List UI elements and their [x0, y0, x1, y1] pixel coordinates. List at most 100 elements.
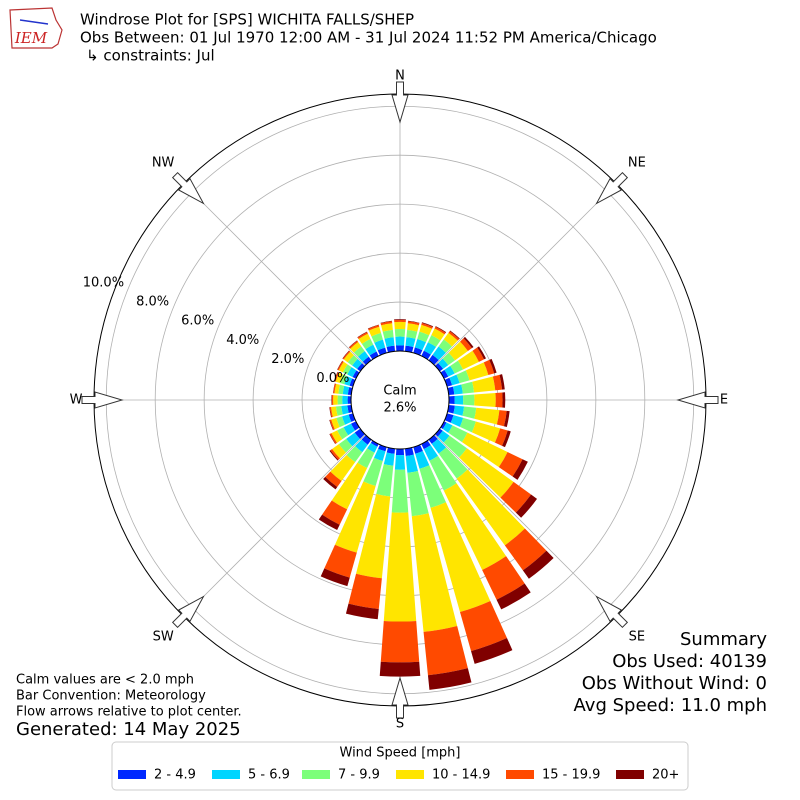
r-tick-label: 10.0% — [83, 275, 124, 290]
bar-segment — [447, 386, 455, 396]
bar-segment — [320, 568, 350, 587]
bar-segment — [406, 329, 418, 339]
bar-segment — [334, 371, 338, 382]
direction-label: SE — [629, 629, 645, 644]
bar-segment — [407, 321, 420, 326]
bar-segment — [448, 425, 468, 443]
bar-segment — [448, 331, 460, 341]
bar-segment — [471, 638, 513, 664]
bar-segment — [373, 448, 386, 462]
bar-segment — [454, 395, 464, 405]
bar-segment — [427, 668, 472, 690]
bar-segment — [456, 469, 525, 546]
bar-segment — [329, 450, 339, 461]
bar-segment — [522, 550, 554, 579]
bar-segment — [350, 341, 362, 353]
logo-text: IEM — [14, 29, 48, 47]
bar-segment — [337, 360, 343, 370]
flow-arrow — [171, 171, 205, 205]
bar-segment — [334, 481, 376, 553]
spoke — [434, 434, 617, 617]
bar-segment — [440, 369, 449, 379]
bar-segment — [330, 454, 356, 482]
bar-segment — [369, 351, 379, 360]
bar-segment — [365, 344, 377, 356]
bar-segment — [489, 358, 497, 374]
bar-segment — [345, 603, 379, 620]
bar-segment — [450, 415, 464, 427]
bar-segment — [421, 440, 431, 450]
bar-segment — [394, 454, 406, 470]
direction-label: W — [70, 393, 83, 408]
bar-segment — [333, 383, 337, 394]
bar-segment — [382, 329, 394, 339]
bar-segment — [363, 457, 383, 487]
bar-segment — [495, 392, 503, 408]
bar-segment — [411, 513, 458, 632]
spoke — [183, 183, 366, 366]
bar-segment — [386, 345, 396, 353]
bar-segment — [331, 418, 340, 430]
r-tick-label: 8.0% — [136, 295, 169, 310]
bar-segment — [349, 378, 356, 387]
note: Flow arrows relative to plot center. — [16, 705, 242, 720]
bar-segment — [343, 423, 356, 436]
bar-segment — [461, 432, 508, 468]
bar-segment — [331, 406, 338, 418]
bar-segment — [435, 362, 444, 372]
bar-segment — [330, 448, 340, 460]
bar-segment — [443, 483, 507, 570]
bar-segment — [419, 465, 446, 508]
bar-segment — [332, 383, 335, 394]
bar-segment — [371, 332, 383, 343]
bar-segment — [427, 335, 441, 347]
bar-segment — [460, 338, 472, 352]
summary: Obs Without Wind: 0 — [582, 673, 767, 694]
bar-segment — [405, 337, 416, 348]
bar-segment — [459, 448, 514, 498]
bar-segment — [335, 405, 343, 416]
bar-segment — [395, 345, 405, 352]
bar-segment — [318, 514, 340, 531]
bar-segment — [421, 322, 434, 327]
bar-segment — [456, 370, 470, 384]
bar-segment — [421, 350, 431, 360]
legend-swatch — [302, 770, 330, 779]
legend-swatch — [616, 770, 644, 779]
bar-segment — [331, 430, 343, 443]
bar-segment — [346, 432, 360, 447]
flow-arrow — [595, 171, 629, 205]
bar-segment — [472, 376, 496, 393]
legend-swatch — [212, 770, 240, 779]
bar-segment — [477, 346, 486, 360]
bar-segment — [337, 427, 349, 440]
bar-segment — [342, 350, 350, 359]
bar-segment — [378, 444, 387, 452]
bar-segment — [483, 359, 495, 375]
bar-segment — [405, 454, 418, 473]
bar-segment — [417, 331, 430, 343]
bar-segment — [348, 340, 358, 348]
bar-segment — [368, 325, 380, 331]
bar-segment — [404, 447, 414, 457]
direction-label: SW — [153, 629, 174, 644]
bar-segment — [352, 358, 363, 370]
bar-segment — [331, 395, 334, 405]
bar-segment — [434, 326, 446, 335]
bar-segment — [332, 444, 346, 459]
bar-segment — [465, 362, 489, 381]
bar-segment — [500, 481, 532, 513]
bar-segment — [443, 332, 458, 347]
bar-segment — [452, 384, 463, 395]
r-tick-label: 4.0% — [226, 333, 259, 348]
bar-segment — [423, 625, 468, 676]
bar-segment — [463, 336, 474, 349]
bar-segment — [376, 464, 394, 497]
bar-segment — [435, 326, 447, 333]
spoke — [434, 183, 617, 366]
bar-segment — [512, 459, 528, 480]
bar-segment — [354, 428, 365, 439]
bar-segment — [380, 321, 393, 326]
bar-segment — [432, 346, 446, 361]
bar-segment — [334, 383, 340, 394]
